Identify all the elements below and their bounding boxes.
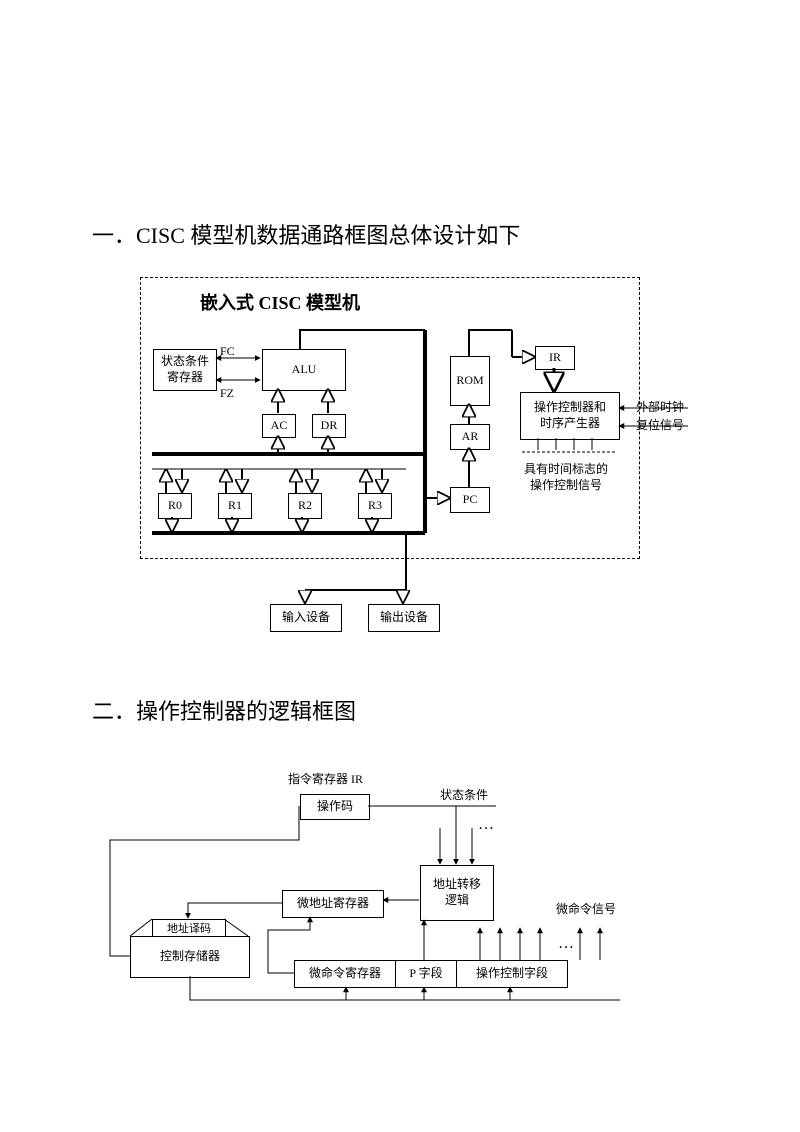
node-op-field: 操作控制字段 [456, 960, 568, 988]
node-transfer: 地址转移逻辑 [420, 865, 494, 921]
label-ucmd-sig: 微命令信号 [556, 902, 616, 918]
label-ir-title: 指令寄存器 IR [288, 772, 363, 788]
diagram-2: 指令寄存器 IR 操作码 地址译码 控制存储器 微地址寄存器 地址转移逻辑 微命… [0, 0, 800, 1100]
label-cond: 状态条件 [440, 788, 488, 804]
node-opcode: 操作码 [300, 794, 370, 820]
dots-2: … [558, 934, 574, 955]
node-uar: 微地址寄存器 [282, 890, 384, 918]
node-ctrl-store: 控制存储器 [130, 936, 250, 978]
node-ucmd-reg: 微命令寄存器 [294, 960, 395, 988]
node-p-field: P 字段 [395, 960, 456, 988]
diagram-2-wires [0, 0, 800, 1100]
dots-1: … [478, 815, 494, 836]
